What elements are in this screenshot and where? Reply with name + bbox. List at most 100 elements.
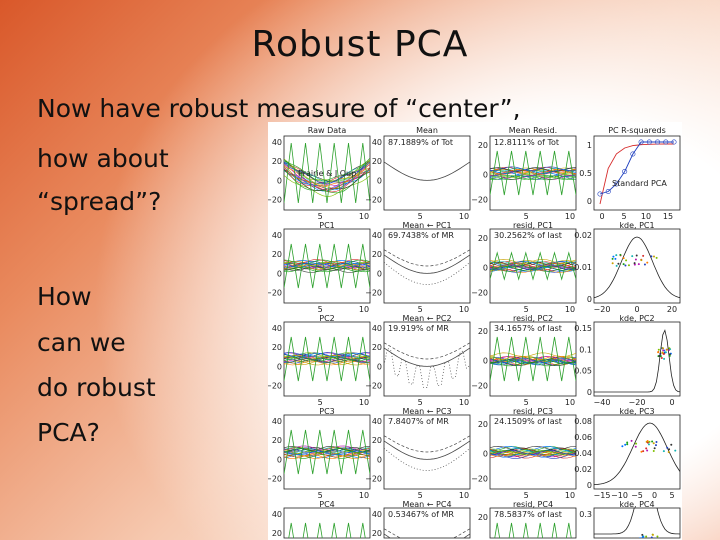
- mean-minus-curve: [384, 262, 470, 285]
- kde-point: [635, 442, 638, 445]
- data-curve: [284, 355, 370, 361]
- percent-label: 24.1509% of last: [494, 417, 562, 426]
- panel-content: [284, 429, 370, 475]
- y-tick-label: 0.08: [574, 417, 592, 426]
- kde-point: [651, 440, 654, 443]
- kde-curve: [594, 508, 680, 535]
- body-line-5: can we: [37, 328, 126, 357]
- panel-content: [594, 329, 680, 393]
- column-header: Mean: [416, 126, 438, 135]
- kde-point: [659, 355, 662, 358]
- y-tick-label: 0: [483, 356, 488, 365]
- data-curve: [490, 166, 576, 172]
- panel: [383, 507, 471, 539]
- kde-point: [647, 443, 650, 446]
- x-tick-label: 0: [599, 212, 604, 221]
- kde-point: [666, 446, 669, 449]
- kde-point: [651, 533, 654, 536]
- mean-minus-curve: [384, 347, 470, 388]
- y-tick-label: 20: [372, 436, 382, 445]
- x-tick-label: 10: [459, 305, 469, 314]
- data-curve: [490, 260, 576, 266]
- percent-label: 0.53467% of MR: [388, 510, 454, 519]
- body-line-1: Now have robust measure of “center”,: [37, 94, 521, 123]
- outlier-curve: [284, 243, 370, 289]
- x-tick-label: 5: [524, 212, 529, 221]
- kde-point: [611, 262, 614, 265]
- x-tick-label: 20: [667, 305, 677, 314]
- x-tick-label: 0: [669, 398, 674, 407]
- x-axis-label: Mean ← PC2: [402, 314, 451, 323]
- kde-point: [658, 354, 661, 357]
- body-line-7: PCA?: [37, 418, 100, 447]
- x-tick-label: −5: [631, 491, 643, 500]
- kde-point: [645, 535, 648, 538]
- kde-point: [617, 262, 620, 265]
- kde-point: [663, 357, 666, 360]
- y-tick-label: 40: [272, 231, 282, 240]
- data-curve: [284, 162, 370, 185]
- kde-point: [622, 263, 625, 266]
- data-curve: [284, 447, 370, 453]
- kde-point: [668, 347, 671, 350]
- y-tick-label: 20: [372, 157, 382, 166]
- mean-curve: [384, 161, 470, 181]
- outlier-curve: [490, 150, 576, 196]
- x-tick-label: 10: [459, 398, 469, 407]
- kde-point: [667, 450, 670, 453]
- kde-point: [612, 255, 615, 258]
- panel-frame: [593, 228, 681, 304]
- x-axis-label: PC4: [319, 500, 335, 509]
- kde-point: [656, 535, 659, 538]
- x-axis-label: kde, PC3: [619, 407, 654, 416]
- data-curve: [284, 163, 370, 188]
- data-curve: [490, 449, 576, 455]
- panel: [593, 321, 681, 397]
- y-tick-label: −20: [268, 475, 282, 484]
- legend-standard-pca: Standard PCA: [612, 179, 667, 188]
- r2-marker: [613, 181, 619, 187]
- kde-curve: [594, 422, 680, 486]
- kde-point: [624, 443, 627, 446]
- x-tick-label: 5: [318, 212, 323, 221]
- r2-marker: [671, 139, 677, 145]
- x-tick-label: 10: [359, 491, 369, 500]
- panel-content: [384, 161, 470, 181]
- kde-point: [652, 450, 655, 453]
- data-curve: [284, 356, 370, 362]
- data-curve: [490, 258, 576, 264]
- x-tick-label: 15: [663, 212, 673, 221]
- data-curve: [284, 158, 370, 182]
- panel: [283, 321, 371, 397]
- panel-content: [490, 251, 576, 281]
- y-tick-label: 20: [372, 529, 382, 538]
- pca-figure: Raw Data Mean Mean Resid. PC R-squareds 40 20…: [268, 122, 682, 540]
- data-curve: [490, 445, 576, 451]
- y-tick-label: 20: [478, 513, 488, 522]
- data-curve: [490, 173, 576, 179]
- kde-point: [641, 533, 644, 536]
- panel-frame: [489, 321, 577, 397]
- y-tick-label: −20: [471, 289, 488, 298]
- kde-point: [654, 537, 657, 538]
- column-header: Raw Data: [308, 126, 347, 135]
- panel-frame: [383, 507, 471, 539]
- y-tick-label: 0.06: [574, 433, 592, 442]
- kde-point: [634, 258, 637, 261]
- y-tick-label: −20: [268, 382, 282, 391]
- r2-marker: [630, 151, 636, 157]
- kde-point: [668, 353, 671, 356]
- kde-point: [627, 264, 630, 267]
- kde-point: [615, 264, 618, 267]
- y-tick-label: 20: [272, 250, 282, 259]
- panel: [283, 507, 371, 539]
- kde-curve: [594, 236, 680, 299]
- panel: [489, 228, 577, 304]
- kde-point: [642, 450, 645, 453]
- y-tick-label: −20: [365, 289, 382, 298]
- data-curve: [284, 453, 370, 459]
- y-tick-label: −20: [365, 196, 382, 205]
- kde-point: [665, 348, 668, 351]
- y-tick-label: 40: [272, 510, 282, 519]
- x-tick-label: 10: [565, 212, 575, 221]
